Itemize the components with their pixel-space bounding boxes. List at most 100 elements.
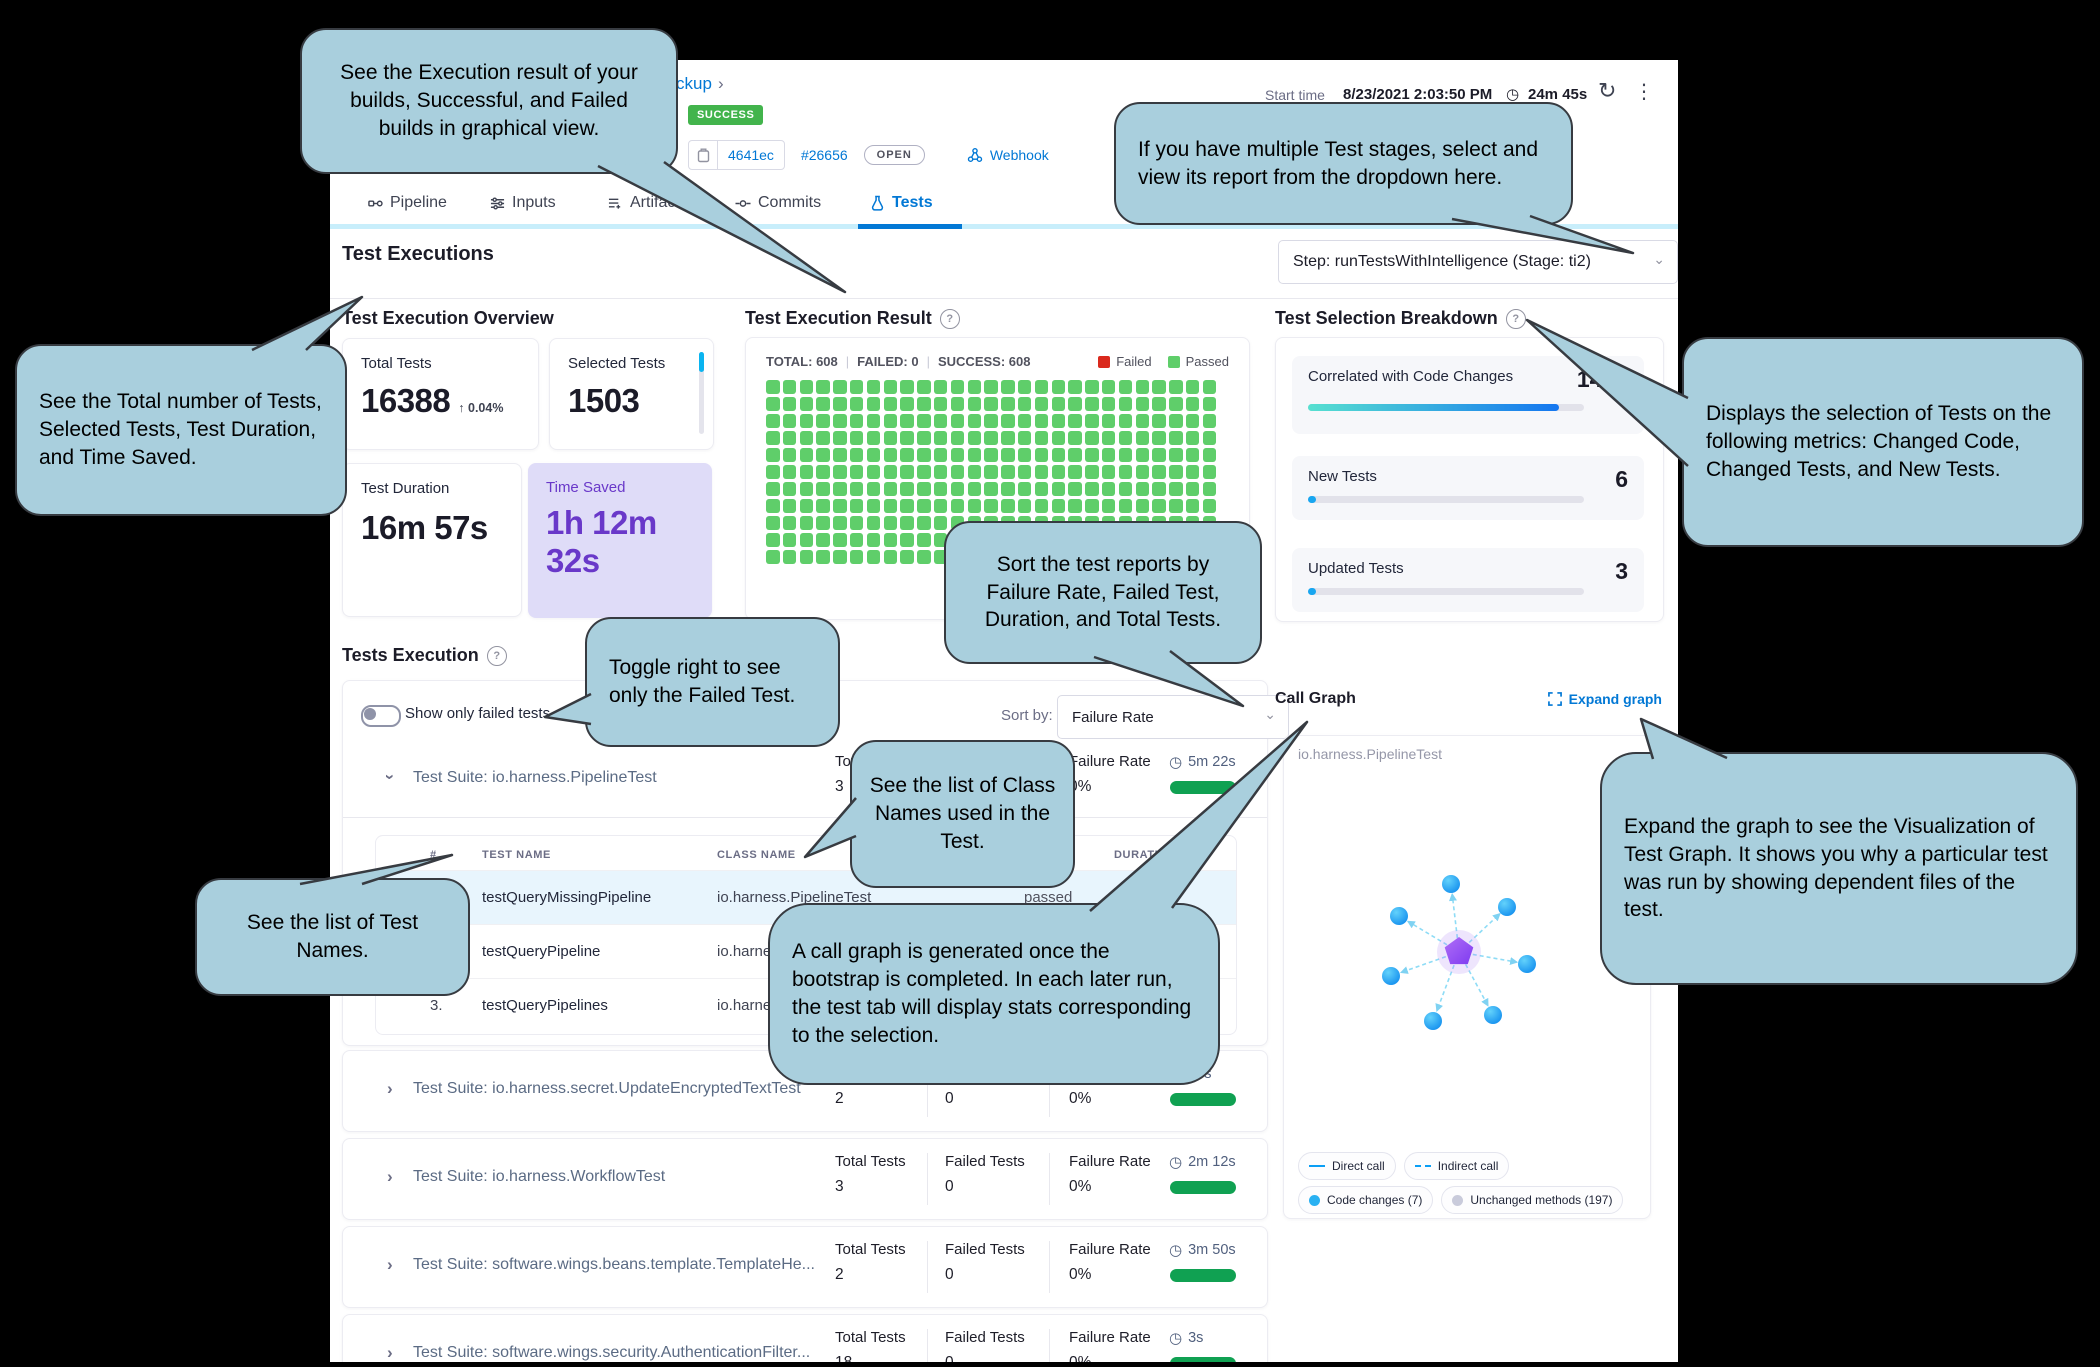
- commit-sha[interactable]: 4641ec: [728, 147, 774, 163]
- build-number-link[interactable]: #26656: [800, 147, 848, 163]
- clipboard-icon[interactable]: [689, 141, 718, 169]
- grid-cell: [866, 465, 881, 479]
- tests-execution-title: Tests Execution?: [342, 645, 507, 666]
- grid-cell: [1135, 448, 1150, 462]
- status-badge: SUCCESS: [688, 105, 764, 125]
- grid-cell: [984, 414, 998, 428]
- scrollbar-track[interactable]: [699, 352, 704, 434]
- grid-cell: [799, 414, 814, 428]
- grid-cell: [1135, 482, 1150, 496]
- call-graph-title: Call Graph: [1275, 690, 1356, 707]
- suite-name[interactable]: Test Suite: io.harness.WorkflowTest: [413, 1168, 666, 1185]
- breakdown-item: Updated Tests 3: [1292, 548, 1644, 612]
- callout-test-names: See the list of Test Names.: [195, 878, 470, 996]
- grid-cell: [782, 533, 797, 547]
- grid-cell: [799, 431, 814, 445]
- chevron-right-icon[interactable]: ›: [387, 1079, 393, 1098]
- suite-name[interactable]: Test Suite: io.harness.secret.UpdateEncr…: [413, 1080, 801, 1097]
- grid-cell: [1118, 448, 1133, 462]
- breakdown-title: Test Selection Breakdown?: [1275, 308, 1526, 329]
- suite-name[interactable]: Test Suite: software.wings.beans.templat…: [413, 1256, 815, 1273]
- grid-cell: [1169, 499, 1183, 513]
- grid-cell: [900, 550, 914, 564]
- grid-cell: [967, 431, 982, 445]
- help-icon[interactable]: ?: [486, 645, 507, 666]
- grid-cell: [1185, 465, 1200, 479]
- grid-cell: [849, 448, 864, 462]
- grid-cell: [900, 431, 914, 445]
- grid-cell: [1101, 448, 1116, 462]
- step-selector[interactable]: Step: runTestsWithIntelligence (Stage: t…: [1278, 240, 1678, 284]
- suite-name[interactable]: Test Suite: io.harness.PipelineTest: [413, 769, 657, 786]
- grid-cell: [1101, 397, 1116, 411]
- kebab-menu-icon[interactable]: ⋮: [1634, 81, 1654, 103]
- grid-cell: [866, 414, 881, 428]
- grid-cell: [1068, 380, 1082, 394]
- toggle-label: Show only failed tests: [405, 705, 551, 722]
- code-changes-dot-icon: [1309, 1194, 1320, 1206]
- grid-cell: [833, 533, 847, 547]
- grid-cell: [782, 448, 797, 462]
- grid-cell: [933, 482, 948, 496]
- grid-cell: [1135, 380, 1150, 394]
- tab-tests[interactable]: Tests: [870, 194, 933, 212]
- grid-cell: [933, 380, 948, 394]
- grid-cell: [883, 397, 898, 411]
- duration-bar: [1170, 1269, 1236, 1282]
- grid-cell: [1169, 397, 1183, 411]
- grid-cell: [816, 448, 830, 462]
- grid-cell: [900, 397, 914, 411]
- tabs-underline: [330, 224, 1678, 229]
- failed-tests-toggle[interactable]: [361, 705, 401, 727]
- grid-cell: [766, 431, 780, 445]
- grid-cell: [1017, 397, 1032, 411]
- grid-cell: [766, 550, 780, 564]
- time-saved-value: 1h 12m 32s: [546, 504, 657, 579]
- total-tests-delta: ↑ 0.04%: [458, 401, 504, 415]
- tab-commits[interactable]: Commits: [735, 194, 821, 212]
- sort-value: Failure Rate: [1072, 708, 1154, 726]
- total-tests-label: Total Tests: [361, 355, 432, 372]
- grid-cell: [1118, 380, 1133, 394]
- grid-cell: [1185, 397, 1200, 411]
- time-saved-label: Time Saved: [546, 479, 626, 496]
- grid-cell: [833, 380, 847, 394]
- suite-name[interactable]: Test Suite: software.wings.security.Auth…: [413, 1344, 811, 1361]
- chevron-down-icon[interactable]: ›: [380, 774, 400, 780]
- tab-inputs[interactable]: Inputs: [490, 194, 556, 212]
- grid-cell: [1051, 414, 1066, 428]
- suite-row[interactable]: › Test Suite: software.wings.beans.templ…: [342, 1226, 1268, 1308]
- tab-artifacts[interactable]: Artifacts: [608, 194, 688, 212]
- refresh-icon[interactable]: ↻: [1598, 78, 1617, 103]
- chevron-right-icon[interactable]: ›: [387, 1343, 393, 1362]
- suite-row[interactable]: › Test Suite: io.harness.WorkflowTest To…: [342, 1138, 1268, 1220]
- grid-cell: [1051, 448, 1066, 462]
- call-graph-diagram[interactable]: [1284, 736, 1650, 1218]
- grid-cell: [1001, 414, 1015, 428]
- chevron-right-icon[interactable]: ›: [387, 1167, 393, 1186]
- sort-dropdown[interactable]: Failure Rate ⌄: [1057, 695, 1289, 739]
- commit-chip[interactable]: 4641ec: [688, 140, 785, 170]
- suite-row[interactable]: › Test Suite: software.wings.security.Au…: [342, 1314, 1268, 1362]
- grid-cell: [950, 397, 965, 411]
- grid-cell: [1068, 414, 1082, 428]
- help-icon[interactable]: ?: [1505, 308, 1526, 329]
- grid-cell: [849, 431, 864, 445]
- grid-cell: [1202, 414, 1217, 428]
- grid-cell: [950, 482, 965, 496]
- grid-cell: [900, 414, 914, 428]
- grid-cell: [849, 550, 864, 564]
- help-icon[interactable]: ?: [939, 308, 960, 329]
- result-stats: TOTAL: 608 | FAILED: 0 | SUCCESS: 608: [766, 354, 1031, 369]
- time-saved-card: Time Saved 1h 12m 32s: [528, 463, 712, 618]
- chevron-right-icon[interactable]: ›: [387, 1255, 393, 1274]
- grid-cell: [1017, 431, 1032, 445]
- grid-cell: [1001, 397, 1015, 411]
- expand-graph-link[interactable]: Expand graph: [1547, 691, 1662, 707]
- suite-row-expanded[interactable]: › Test Suite: io.harness.PipelineTest To…: [343, 745, 1267, 815]
- scrollbar-thumb[interactable]: [699, 352, 704, 372]
- grid-cell: [849, 482, 864, 496]
- tab-pipeline[interactable]: Pipeline: [368, 194, 447, 212]
- grid-cell: [816, 482, 830, 496]
- trigger-label[interactable]: Webhook: [989, 147, 1049, 163]
